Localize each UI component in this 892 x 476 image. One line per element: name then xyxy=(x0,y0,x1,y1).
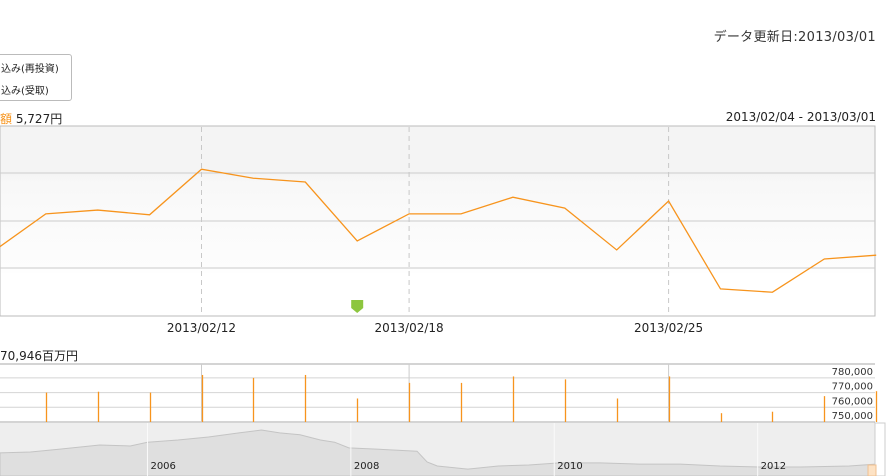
navigator-range-handle[interactable] xyxy=(867,464,877,476)
x-tick-label: 2013/02/25 xyxy=(634,321,703,335)
navigator-year-label: 2006 xyxy=(150,461,175,472)
date-range: 2013/02/04 - 2013/03/01 xyxy=(725,110,876,124)
x-tick-label: 2013/02/18 xyxy=(375,321,444,335)
legend-item-reinvest[interactable]: 込み(再投資) xyxy=(1,64,59,75)
volume-y-tick-label: 780,000 xyxy=(832,367,873,378)
price-value: 5,727円 xyxy=(15,112,63,126)
price-label-prefix: 額 xyxy=(0,112,13,126)
navigator-year-label: 2012 xyxy=(761,461,786,472)
volume-y-tick-label: 760,000 xyxy=(832,396,873,407)
navigator-year-label: 2008 xyxy=(354,461,379,472)
volume-readout: 70,946百万円 xyxy=(0,349,78,363)
price-readout: 額 5,727円 xyxy=(0,110,62,127)
legend-item-receive[interactable]: 込み(受取) xyxy=(1,86,49,97)
x-tick-label: 2013/02/12 xyxy=(167,321,236,335)
data-updated-date: データ更新日:2013/03/01 xyxy=(713,30,876,45)
volume-y-tick-label: 750,000 xyxy=(832,411,873,422)
volume-y-tick-label: 770,000 xyxy=(832,382,873,393)
price-series-line xyxy=(0,168,877,293)
event-marker[interactable] xyxy=(351,300,364,313)
navigator-scrollbar[interactable] xyxy=(874,422,886,476)
navigator-year-label: 2010 xyxy=(557,461,582,472)
navigator-area-series xyxy=(0,429,878,476)
series-legend: 込み(再投資) 込み(受取) xyxy=(0,54,72,101)
